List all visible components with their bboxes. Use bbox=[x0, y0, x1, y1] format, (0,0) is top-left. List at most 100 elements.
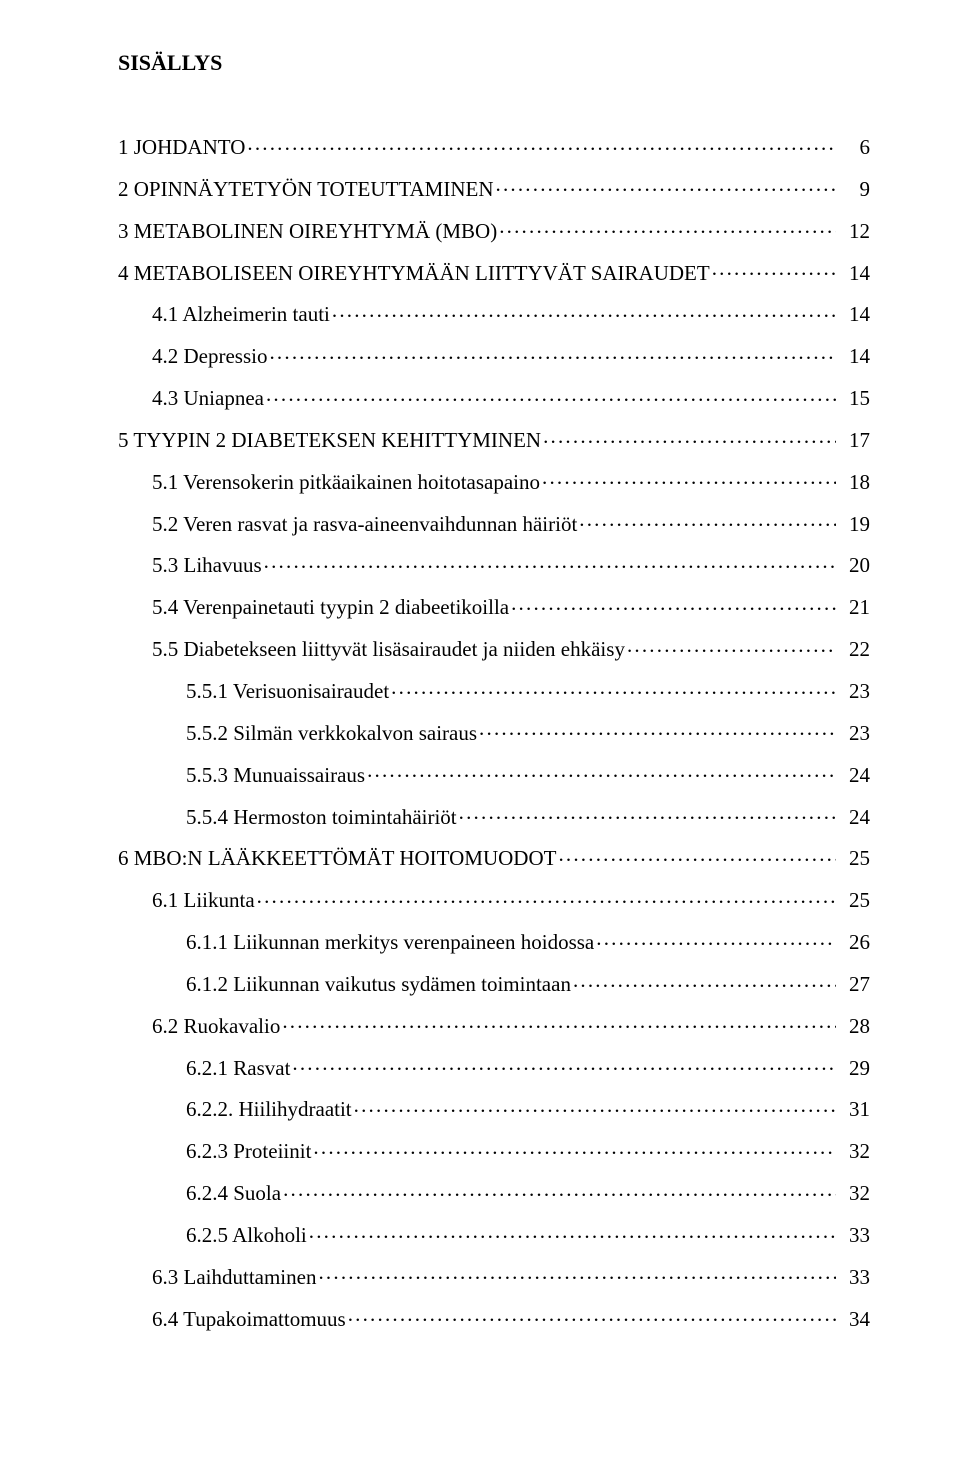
toc-entry-label: 4.1 Alzheimerin tauti bbox=[152, 304, 330, 325]
toc-entry-page: 33 bbox=[838, 1267, 870, 1288]
toc-leader-dots bbox=[558, 843, 836, 865]
toc-entry: 6.2 Ruokavalio 28 bbox=[118, 1011, 870, 1037]
toc-entry-label: 6 MBO:N LÄÄKKEETTÖMÄT HOITOMUODOT bbox=[118, 848, 556, 869]
toc-leader-dots bbox=[496, 174, 837, 196]
toc-entry: 6.2.2. Hiilihydraatit 31 bbox=[118, 1094, 870, 1120]
toc-entry-page: 17 bbox=[838, 430, 870, 451]
toc-entry: 5.5.4 Hermoston toimintahäiriöt 24 bbox=[118, 802, 870, 828]
toc-entry: 3 METABOLINEN OIREYHTYMÄ (MBO)12 bbox=[118, 216, 870, 242]
toc-entry-page: 21 bbox=[838, 597, 870, 618]
toc-leader-dots bbox=[269, 341, 836, 363]
toc-entry-label: 5 TYYPIN 2 DIABETEKSEN KEHITTYMINEN bbox=[118, 430, 541, 451]
toc-entry-page: 25 bbox=[838, 848, 870, 869]
toc-entry: 6.1.1 Liikunnan merkitys verenpaineen ho… bbox=[118, 927, 870, 953]
toc-entry-page: 15 bbox=[838, 388, 870, 409]
toc-entry-page: 32 bbox=[838, 1183, 870, 1204]
toc-leader-dots bbox=[282, 1011, 836, 1033]
toc-entry-page: 20 bbox=[838, 555, 870, 576]
toc-entry-page: 26 bbox=[838, 932, 870, 953]
toc-entry: 5.5.3 Munuaissairaus 24 bbox=[118, 760, 870, 786]
toc-entry-page: 18 bbox=[838, 472, 870, 493]
toc-entry-label: 2 OPINNÄYTETYÖN TOTEUTTAMINEN bbox=[118, 179, 494, 200]
toc-entry-page: 9 bbox=[838, 179, 870, 200]
toc-entry: 2 OPINNÄYTETYÖN TOTEUTTAMINEN 9 bbox=[118, 174, 870, 200]
toc-entry-label: 6.2 Ruokavalio bbox=[152, 1016, 280, 1037]
toc-entry: 4.1 Alzheimerin tauti14 bbox=[118, 299, 870, 325]
toc-entry-page: 32 bbox=[838, 1141, 870, 1162]
toc-leader-dots bbox=[627, 634, 836, 656]
toc-leader-dots bbox=[542, 467, 836, 489]
toc-leader-dots bbox=[511, 592, 836, 614]
toc-entry-label: 6.1.2 Liikunnan vaikutus sydämen toimint… bbox=[186, 974, 571, 995]
toc-entry-label: 4.2 Depressio bbox=[152, 346, 267, 367]
toc-leader-dots bbox=[264, 550, 836, 572]
toc-entry: 6.2.5 Alkoholi33 bbox=[118, 1220, 870, 1246]
toc-entry-label: 4 METABOLISEEN OIREYHTYMÄÄN LIITTYVÄT SA… bbox=[118, 263, 710, 284]
toc-entry-label: 6.1 Liikunta bbox=[152, 890, 255, 911]
toc-entry-page: 27 bbox=[838, 974, 870, 995]
toc-entry-page: 24 bbox=[838, 807, 870, 828]
toc-entry-page: 29 bbox=[838, 1058, 870, 1079]
toc-leader-dots bbox=[283, 1178, 836, 1200]
toc-leader-dots bbox=[247, 132, 836, 154]
toc-entry: 5.2 Veren rasvat ja rasva-aineenvaihdunn… bbox=[118, 509, 870, 535]
toc-leader-dots bbox=[348, 1304, 836, 1326]
toc-entry: 5 TYYPIN 2 DIABETEKSEN KEHITTYMINEN 17 bbox=[118, 425, 870, 451]
toc-entry-label: 6.2.1 Rasvat bbox=[186, 1058, 290, 1079]
toc-entry-page: 23 bbox=[838, 723, 870, 744]
toc-entry-page: 24 bbox=[838, 765, 870, 786]
toc-leader-dots bbox=[596, 927, 836, 949]
toc-entry-label: 5.3 Lihavuus bbox=[152, 555, 262, 576]
toc-entry: 4.2 Depressio 14 bbox=[118, 341, 870, 367]
toc-leader-dots bbox=[313, 1136, 836, 1158]
toc-entry-page: 14 bbox=[838, 346, 870, 367]
toc-leader-dots bbox=[459, 802, 836, 824]
toc-entry-page: 28 bbox=[838, 1016, 870, 1037]
toc-entry-label: 6.4 Tupakoimattomuus bbox=[152, 1309, 346, 1330]
toc-leader-dots bbox=[499, 216, 836, 238]
toc-entry: 6 MBO:N LÄÄKKEETTÖMÄT HOITOMUODOT 25 bbox=[118, 843, 870, 869]
toc-leader-dots bbox=[579, 509, 836, 531]
toc-entry-label: 3 METABOLINEN OIREYHTYMÄ (MBO) bbox=[118, 221, 497, 242]
toc-entry-page: 34 bbox=[838, 1309, 870, 1330]
toc-leader-dots bbox=[292, 1053, 836, 1075]
toc-entry: 4.3 Uniapnea15 bbox=[118, 383, 870, 409]
toc-leader-dots bbox=[354, 1094, 836, 1116]
toc-entry-label: 6.2.2. Hiilihydraatit bbox=[186, 1099, 352, 1120]
toc-heading: SISÄLLYS bbox=[118, 52, 870, 74]
toc-entry: 6.1.2 Liikunnan vaikutus sydämen toimint… bbox=[118, 969, 870, 995]
toc-leader-dots bbox=[391, 676, 836, 698]
toc-entry: 5.5.1 Verisuonisairaudet 23 bbox=[118, 676, 870, 702]
toc-entry-label: 5.5.1 Verisuonisairaudet bbox=[186, 681, 389, 702]
toc-entry-page: 33 bbox=[838, 1225, 870, 1246]
toc-entry-page: 6 bbox=[838, 137, 870, 158]
toc-entry: 6.2.4 Suola32 bbox=[118, 1178, 870, 1204]
toc-leader-dots bbox=[332, 299, 836, 321]
toc-entry: 5.5.2 Silmän verkkokalvon sairaus23 bbox=[118, 718, 870, 744]
toc-leader-dots bbox=[543, 425, 836, 447]
toc-entry-label: 5.5.4 Hermoston toimintahäiriöt bbox=[186, 807, 457, 828]
toc-entry-label: 6.3 Laihduttaminen bbox=[152, 1267, 316, 1288]
toc-entry: 6.4 Tupakoimattomuus 34 bbox=[118, 1304, 870, 1330]
toc-entry-page: 19 bbox=[838, 514, 870, 535]
toc-entry-label: 5.5.3 Munuaissairaus bbox=[186, 765, 365, 786]
toc-entry: 4 METABOLISEEN OIREYHTYMÄÄN LIITTYVÄT SA… bbox=[118, 258, 870, 284]
toc-leader-dots bbox=[266, 383, 836, 405]
toc-entry: 6.2.3 Proteiinit32 bbox=[118, 1136, 870, 1162]
toc-entry: 5.1 Verensokerin pitkäaikainen hoitotasa… bbox=[118, 467, 870, 493]
toc-entry-page: 22 bbox=[838, 639, 870, 660]
toc-entry: 5.3 Lihavuus 20 bbox=[118, 550, 870, 576]
document-page: SISÄLLYS 1 JOHDANTO62 OPINNÄYTETYÖN TOTE… bbox=[0, 0, 960, 1479]
toc-entry: 6.1 Liikunta 25 bbox=[118, 885, 870, 911]
toc-leader-dots bbox=[309, 1220, 836, 1242]
toc-entry-label: 5.4 Verenpainetauti tyypin 2 diabeetikoi… bbox=[152, 597, 509, 618]
toc-entry-page: 23 bbox=[838, 681, 870, 702]
toc-leader-dots bbox=[712, 258, 836, 280]
toc-leader-dots bbox=[367, 760, 836, 782]
toc-entry-page: 25 bbox=[838, 890, 870, 911]
toc-entry-label: 6.1.1 Liikunnan merkitys verenpaineen ho… bbox=[186, 932, 594, 953]
toc-leader-dots bbox=[318, 1262, 836, 1284]
toc-entry-page: 31 bbox=[838, 1099, 870, 1120]
toc-entry: 6.3 Laihduttaminen 33 bbox=[118, 1262, 870, 1288]
toc-leader-dots bbox=[573, 969, 836, 991]
